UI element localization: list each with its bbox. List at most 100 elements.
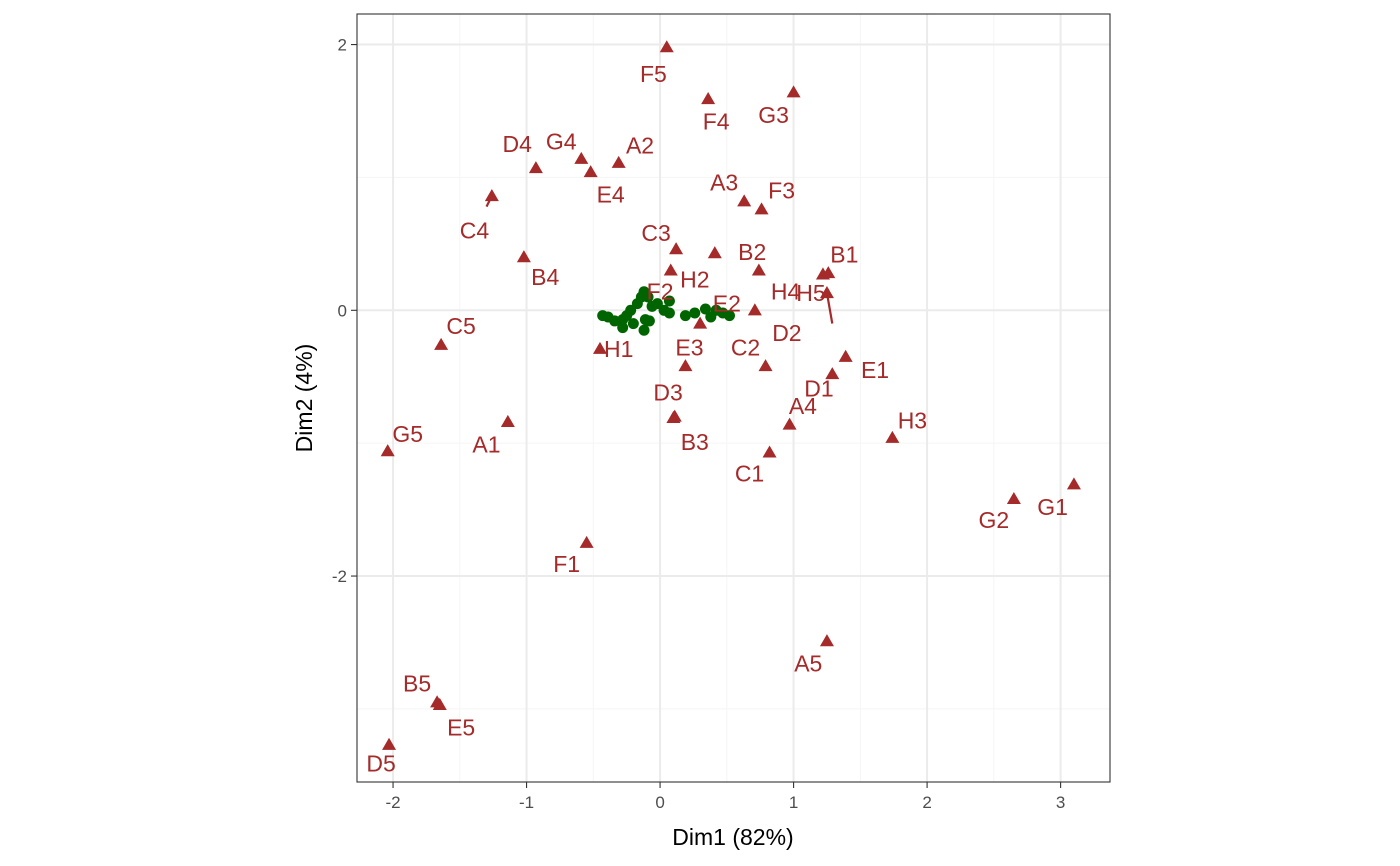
point-label-B1: B1 bbox=[830, 241, 858, 267]
point-E2 bbox=[693, 316, 708, 329]
green-point bbox=[643, 315, 655, 327]
point-label-C3: C3 bbox=[641, 220, 670, 246]
point-label-H5: H5 bbox=[796, 280, 825, 306]
point-label-H3: H3 bbox=[898, 408, 927, 434]
point-label-H1: H1 bbox=[604, 336, 633, 362]
point-label-E3: E3 bbox=[675, 335, 703, 361]
x-tick-label: 3 bbox=[1056, 793, 1065, 812]
point-H4 bbox=[815, 267, 830, 280]
point-C1 bbox=[762, 445, 777, 458]
point-C4 bbox=[484, 189, 499, 202]
point-label-E5: E5 bbox=[447, 715, 475, 741]
point-F1 bbox=[579, 535, 594, 548]
point-label-H4: H4 bbox=[771, 279, 801, 305]
point-D1 bbox=[825, 367, 840, 380]
point-C3 bbox=[669, 242, 684, 255]
point-label-A5: A5 bbox=[794, 651, 822, 677]
point-G3 bbox=[786, 85, 801, 98]
point-label-G1: G1 bbox=[1037, 494, 1068, 520]
point-B3 bbox=[667, 409, 682, 422]
point-G5 bbox=[380, 444, 395, 457]
y-tick-label: 2 bbox=[338, 36, 347, 55]
point-E4 bbox=[583, 165, 598, 178]
green-point bbox=[617, 322, 629, 334]
green-point bbox=[699, 303, 711, 315]
point-label-A2: A2 bbox=[626, 133, 654, 159]
point-E1 bbox=[838, 349, 853, 362]
point-label-A1: A1 bbox=[472, 432, 500, 458]
point-label-E2: E2 bbox=[713, 291, 741, 317]
y-axis-title: Dim2 (4%) bbox=[291, 344, 317, 453]
point-label-C2: C2 bbox=[731, 335, 760, 361]
point-label-C1: C1 bbox=[735, 461, 764, 487]
green-point bbox=[723, 310, 735, 322]
major-grid bbox=[357, 14, 1110, 782]
x-tick-label: 1 bbox=[789, 793, 798, 812]
x-tick-label: 2 bbox=[922, 793, 931, 812]
point-label-C5: C5 bbox=[446, 313, 475, 339]
point-H5 bbox=[819, 286, 834, 299]
point-G1 bbox=[1066, 477, 1081, 490]
point-label-F1: F1 bbox=[553, 551, 580, 577]
point-label-G5: G5 bbox=[392, 421, 423, 447]
point-D5 bbox=[382, 737, 397, 750]
green-point bbox=[627, 318, 639, 330]
point-label-B5: B5 bbox=[403, 671, 431, 697]
point-label-D5: D5 bbox=[366, 750, 395, 776]
point-label-A4: A4 bbox=[789, 393, 817, 419]
point-A1 bbox=[500, 414, 515, 427]
green-point bbox=[663, 295, 675, 307]
point-label-E1: E1 bbox=[861, 357, 889, 383]
green-point bbox=[689, 307, 701, 319]
point-D4 bbox=[528, 161, 543, 174]
point-label-B3: B3 bbox=[681, 429, 709, 455]
green-point bbox=[625, 304, 637, 316]
point-F2 bbox=[663, 263, 678, 276]
green-point bbox=[663, 307, 675, 319]
point-label-B2: B2 bbox=[738, 239, 766, 265]
unlabeled-points bbox=[597, 286, 735, 336]
point-A3 bbox=[737, 194, 752, 207]
x-tick-label: 0 bbox=[655, 793, 664, 812]
green-point bbox=[638, 324, 650, 336]
y-tick-label: -2 bbox=[332, 567, 347, 586]
point-E3 bbox=[678, 359, 693, 372]
x-tick-label: -1 bbox=[519, 793, 534, 812]
point-E5 bbox=[432, 697, 447, 710]
point-label-D1: D1 bbox=[804, 376, 833, 402]
point-F4 bbox=[701, 92, 716, 105]
minor-grid bbox=[357, 14, 1110, 782]
point-label-C4: C4 bbox=[460, 218, 490, 244]
point-H1 bbox=[592, 341, 607, 354]
point-C2 bbox=[758, 359, 773, 372]
green-point bbox=[651, 298, 663, 310]
point-label-D4: D4 bbox=[503, 131, 533, 157]
leader-line bbox=[825, 292, 834, 324]
point-label-A3: A3 bbox=[710, 170, 738, 196]
point-A5 bbox=[819, 634, 834, 647]
point-F5 bbox=[659, 40, 674, 53]
point-label-F3: F3 bbox=[768, 178, 795, 204]
point-A4 bbox=[782, 417, 797, 430]
point-A2 bbox=[611, 155, 626, 168]
green-point bbox=[679, 310, 691, 322]
point-label-G4: G4 bbox=[546, 129, 577, 155]
green-point bbox=[642, 291, 654, 303]
panel-border bbox=[356, 13, 1111, 783]
point-label-F5: F5 bbox=[640, 61, 667, 87]
x-tick-label: -2 bbox=[385, 793, 400, 812]
point-F3 bbox=[754, 202, 769, 215]
point-label-F4: F4 bbox=[703, 109, 730, 135]
point-label-B4: B4 bbox=[531, 264, 559, 290]
point-label-H2: H2 bbox=[680, 267, 709, 293]
point-B4 bbox=[516, 250, 531, 263]
point-G4 bbox=[574, 151, 589, 164]
point-B2 bbox=[751, 263, 766, 276]
point-label-G3: G3 bbox=[758, 102, 789, 128]
y-tick-label: 0 bbox=[338, 301, 347, 320]
labeled-points bbox=[380, 40, 1081, 750]
point-label-D2: D2 bbox=[772, 320, 801, 346]
point-H2 bbox=[707, 246, 722, 259]
